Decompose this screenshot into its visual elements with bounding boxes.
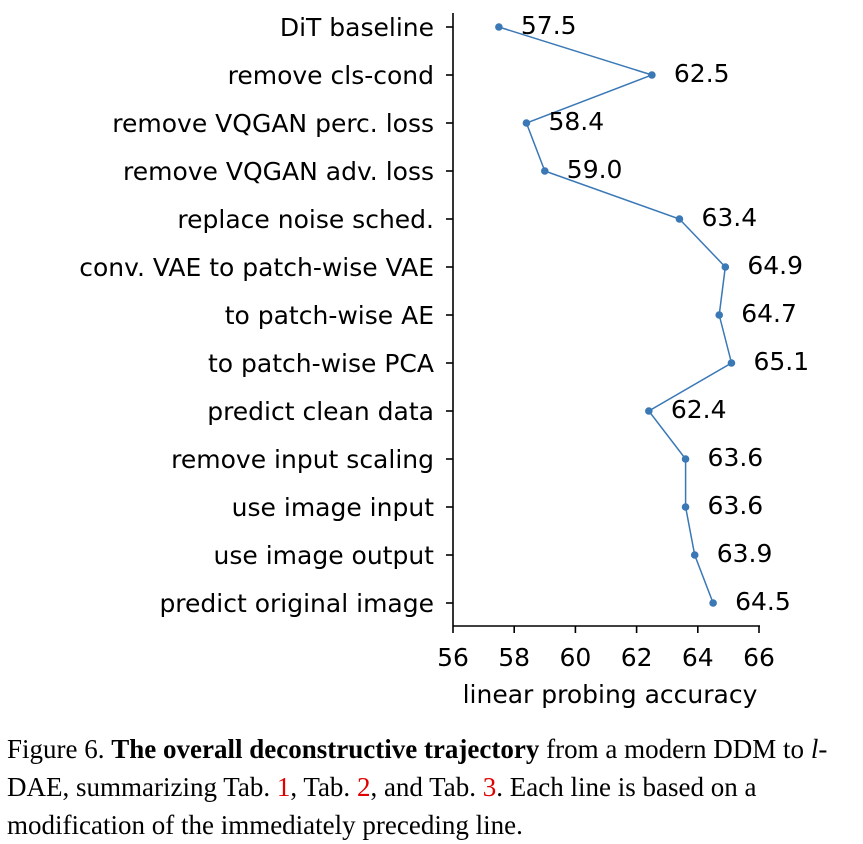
data-point [709, 599, 717, 607]
y-tick-label: use image input [232, 493, 435, 522]
data-label: 58.4 [548, 107, 604, 136]
caption-text-d: , and Tab. [370, 772, 477, 802]
data-labels: 57.5 62.5 58.4 59.0 63.4 64.9 64.7 65.1 62.4 63.6… [521, 11, 809, 616]
caption-text-a: from a modern DDM to [546, 734, 805, 764]
data-label: 64.5 [735, 587, 791, 616]
data-point [495, 23, 503, 31]
y-tick-label: remove VQGAN perc. loss [112, 109, 434, 138]
data-label: 63.4 [701, 203, 757, 232]
data-point [715, 311, 724, 319]
caption-italic-l: l [810, 734, 819, 764]
data-label: 65.1 [753, 347, 809, 376]
y-tick-label: use image output [214, 541, 435, 570]
figure-caption: Figure 6. The overall deconstructive tra… [7, 730, 859, 844]
data-label: 62.5 [674, 59, 730, 88]
data-label: 63.9 [717, 539, 773, 568]
caption-text-e: . Each line is based on a modification o… [7, 772, 757, 840]
y-tick-label: to patch-wise AE [225, 301, 434, 330]
data-point [675, 215, 684, 223]
caption-text-b: -DAE, summarizing Tab. [7, 734, 828, 802]
data-points [495, 23, 736, 607]
data-point [648, 71, 656, 79]
data-label: 57.5 [521, 11, 577, 40]
data-point [727, 359, 736, 367]
data-point [681, 455, 690, 463]
x-tick-label: 60 [559, 643, 591, 672]
x-tick-label: 62 [621, 643, 653, 672]
caption-ref-2[interactable]: 2 [356, 772, 371, 802]
data-point [681, 503, 690, 511]
caption-ref-3[interactable]: 3 [482, 772, 497, 802]
data-point [721, 263, 730, 271]
data-point [522, 119, 531, 127]
data-label: 64.7 [741, 299, 797, 328]
data-label: 62.4 [671, 395, 727, 424]
x-axis-title: linear probing accuracy [463, 680, 758, 709]
y-tick-label: remove VQGAN adv. loss [123, 157, 434, 186]
x-tick-label: 58 [498, 643, 530, 672]
chart: DiT baseline remove cls-cond remove VQGAN … [79, 11, 809, 709]
y-tick-label: DiT baseline [280, 13, 434, 42]
y-tick-label: predict original image [159, 589, 434, 618]
data-label: 64.9 [747, 251, 803, 280]
x-axis-ticks: 56 58 60 62 64 66 [437, 626, 775, 672]
data-label: 59.0 [567, 155, 623, 184]
caption-bold-title: The overall deconstructive trajectory [111, 734, 540, 764]
series-line [498, 26, 733, 604]
data-point [690, 551, 699, 559]
caption-text-c: , Tab. [290, 772, 351, 802]
x-tick-label: 66 [743, 643, 775, 672]
y-tick-label: predict clean data [207, 397, 434, 426]
y-tick-label: remove cls-cond [228, 61, 434, 90]
x-tick-label: 64 [682, 643, 714, 672]
data-point [541, 167, 549, 175]
y-axis-ticks: DiT baseline remove cls-cond remove VQGAN … [79, 13, 453, 618]
y-tick-label: remove input scaling [171, 445, 434, 474]
caption-ref-1[interactable]: 1 [276, 772, 291, 802]
y-tick-label: to patch-wise PCA [208, 349, 434, 378]
x-tick-label: 56 [437, 643, 469, 672]
data-label: 63.6 [708, 443, 764, 472]
y-tick-label: conv. VAE to patch-wise VAE [79, 253, 434, 282]
y-tick-label: replace noise sched. [177, 205, 434, 234]
data-point [645, 407, 653, 415]
caption-fig-label: Figure 6. [7, 734, 105, 764]
data-label: 63.6 [708, 491, 764, 520]
